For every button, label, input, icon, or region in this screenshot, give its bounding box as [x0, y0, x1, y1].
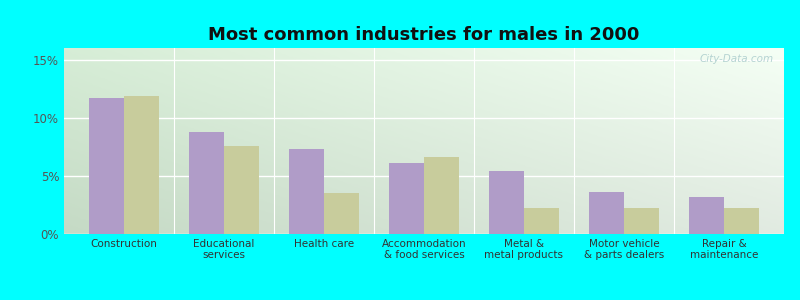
- Bar: [324, 193, 359, 234]
- Bar: [89, 98, 124, 234]
- Bar: [589, 192, 624, 234]
- Text: City-Data.com: City-Data.com: [699, 54, 773, 64]
- Bar: [689, 197, 724, 234]
- Bar: [724, 208, 759, 234]
- Bar: [489, 171, 524, 234]
- Bar: [289, 149, 324, 234]
- Bar: [189, 132, 224, 234]
- Bar: [624, 208, 659, 234]
- Bar: [124, 96, 159, 234]
- Bar: [424, 157, 459, 234]
- Bar: [389, 163, 424, 234]
- Bar: [224, 146, 259, 234]
- Title: Most common industries for males in 2000: Most common industries for males in 2000: [208, 26, 640, 44]
- Bar: [524, 208, 559, 234]
